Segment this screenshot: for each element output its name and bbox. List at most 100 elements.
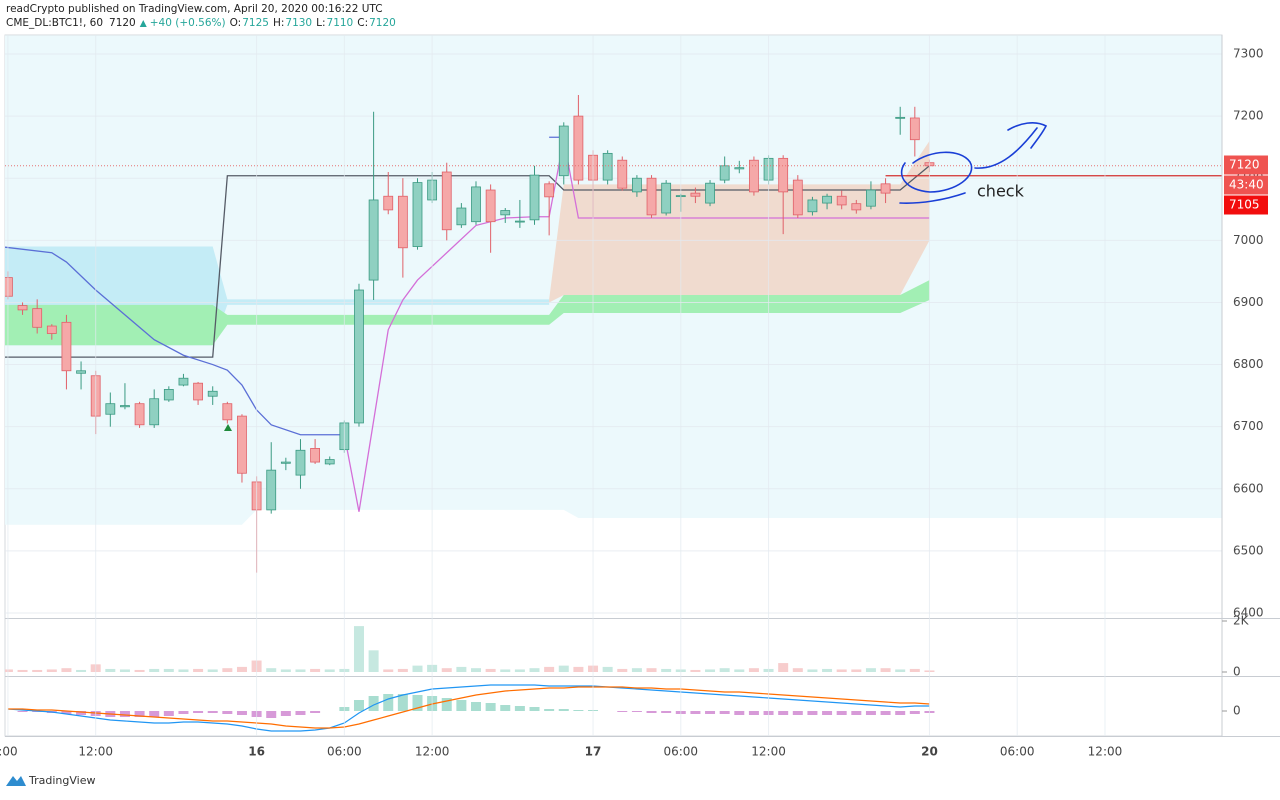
candle-body	[705, 182, 715, 204]
volume-bar	[661, 668, 672, 672]
candle-body	[354, 289, 364, 424]
x-tick-label: 06:00	[663, 745, 698, 759]
volume-bar	[178, 669, 189, 672]
volume-bar	[646, 668, 657, 672]
macd-histogram-bar	[207, 711, 218, 713]
candle-body	[690, 192, 701, 197]
ohlc: O: 7125 H: 7130 L: 7110 C: 7120	[230, 17, 396, 29]
candle-body	[163, 388, 174, 401]
price-tag-label: 7120	[1229, 158, 1260, 172]
macd-histogram-bar	[865, 711, 876, 715]
macd-pane	[7, 684, 935, 732]
macd-histogram-bar	[734, 711, 745, 715]
macd-line	[7, 686, 930, 729]
candle-body	[46, 325, 57, 334]
volume-bar	[514, 669, 525, 672]
y-tick-label: 6800	[1233, 357, 1264, 371]
macd-histogram-bar	[266, 711, 277, 718]
volume-bar	[573, 666, 584, 672]
ohlc-value: 7110	[327, 17, 354, 29]
volume-bar	[602, 666, 613, 672]
volume-bar	[32, 669, 43, 672]
volume-bar	[207, 669, 218, 672]
price-tag-label: 43:40	[1229, 178, 1264, 192]
macd-histogram-bar	[383, 694, 394, 711]
candle-body	[120, 405, 130, 408]
candle-body	[134, 403, 145, 426]
macd-histogram-bar	[61, 711, 72, 714]
volume-bar	[544, 666, 555, 672]
candle-body	[266, 469, 277, 511]
candle-body	[397, 195, 408, 249]
price-tag-label: 7105	[1229, 198, 1260, 212]
candle-body	[719, 165, 730, 181]
candle-body	[500, 210, 511, 216]
volume-bar	[456, 666, 467, 672]
publisher: readCrypto published on TradingView.com,…	[6, 3, 383, 15]
hand-drawing	[899, 121, 1048, 204]
x-tick-label: 06:00	[327, 745, 362, 759]
candle-body	[544, 183, 555, 198]
x-tick-label: 12:00	[415, 745, 450, 759]
y-tick-label: 7300	[1233, 47, 1264, 61]
candle-body	[61, 321, 72, 372]
candle-body	[778, 157, 789, 193]
footer: TradingView	[6, 774, 95, 787]
volume-bar	[46, 669, 57, 672]
up-triangle-icon	[139, 20, 147, 27]
candle-body	[310, 448, 321, 463]
candle-body	[529, 174, 540, 221]
ohlc-label: H:	[273, 17, 284, 29]
candle-body	[295, 449, 306, 476]
x-tick-label: 06:00	[1000, 745, 1035, 759]
candle-body	[661, 182, 672, 214]
candle-body	[880, 183, 891, 194]
volume-bar	[500, 669, 511, 672]
change: +40 (+0.56%)	[150, 17, 226, 29]
volume-bar	[149, 668, 160, 672]
macd-histogram-bar	[851, 711, 862, 715]
macd-histogram-bar	[792, 711, 803, 715]
volume-bar	[865, 668, 876, 672]
volume-bar	[163, 668, 174, 672]
macd-histogram-bar	[441, 698, 452, 711]
candle-body	[441, 171, 452, 231]
volume-bar	[383, 669, 394, 672]
volume-bar	[222, 668, 233, 672]
macd-histogram-bar	[822, 711, 833, 715]
volume-bar	[324, 669, 335, 672]
volume-tick-label: 0	[1233, 665, 1241, 679]
macd-histogram-bar	[895, 711, 906, 715]
candle-body	[222, 403, 233, 421]
symbol: CME_DL:BTC1!, 60	[6, 17, 103, 29]
macd-histogram-bar	[236, 711, 247, 715]
ohlc-label: O:	[230, 17, 242, 29]
candle-body	[749, 159, 759, 193]
macd-histogram-bar	[76, 711, 87, 715]
candle-body	[822, 195, 832, 204]
macd-histogram-bar	[295, 711, 306, 715]
macd-histogram-bar	[485, 703, 496, 711]
volume-bar	[895, 669, 906, 672]
brand: TradingView	[28, 774, 95, 787]
volume-bar	[280, 669, 291, 672]
macd-histogram-bar	[397, 694, 408, 711]
volume-bar	[485, 668, 496, 672]
macd-histogram-bar	[178, 711, 189, 714]
drawn-arrow	[974, 127, 1038, 169]
x-tick-label: 12:00	[751, 745, 786, 759]
candle-body	[851, 203, 862, 211]
drawn-arrowhead	[1007, 121, 1048, 149]
volume-bar	[471, 668, 482, 672]
macd-histogram-bar	[661, 711, 672, 713]
macd-histogram-bar	[807, 711, 818, 715]
indicator-line	[5, 165, 930, 358]
signal-marker	[224, 424, 232, 431]
candle-body	[866, 189, 876, 207]
candle-body	[456, 207, 467, 226]
macd-histogram-bar	[909, 711, 920, 714]
volume-bar	[807, 669, 818, 672]
macd-histogram-bar	[163, 711, 174, 716]
macd-histogram-bar	[778, 711, 789, 715]
macd-histogram-bar	[690, 711, 701, 714]
